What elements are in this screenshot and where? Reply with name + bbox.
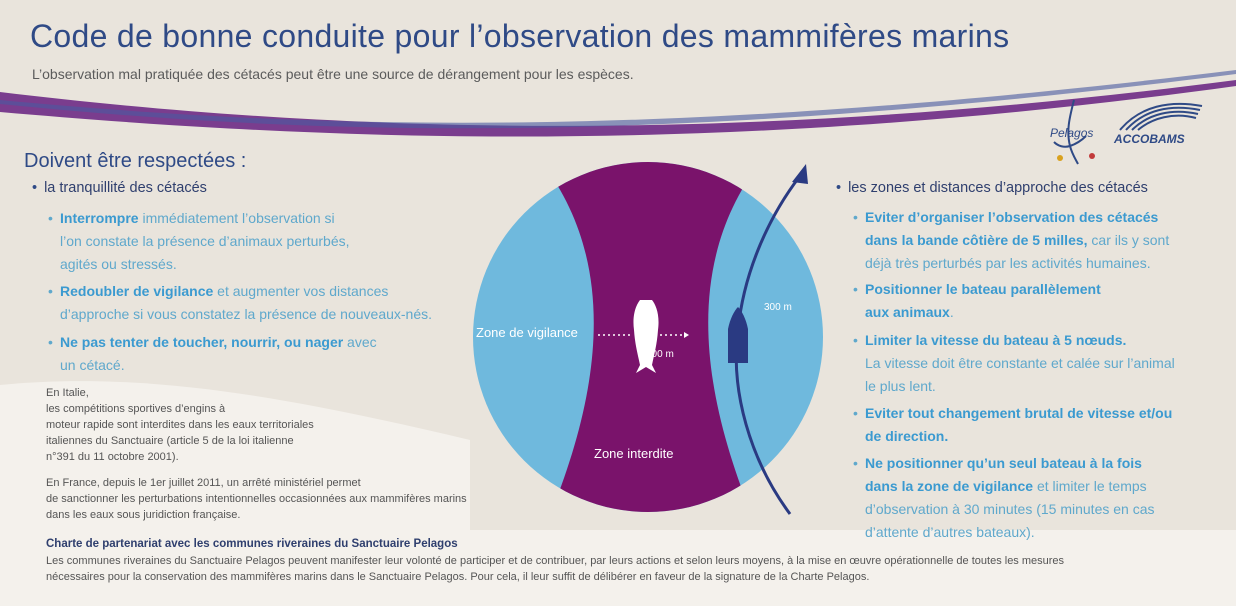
item-text: et augmenter vos distances	[213, 283, 389, 299]
sub-bullet: •	[48, 283, 53, 299]
left-item-2: • Redoubler de vigilance et augmenter vo…	[48, 280, 460, 326]
item-text: car ils y sont	[1087, 232, 1170, 248]
label-zone-vigilance: Zone de vigilance	[476, 325, 578, 340]
note-line: n°391 du 11 octobre 2001).	[46, 451, 179, 463]
charter-text: Les communes riveraines du Sanctuaire Pe…	[46, 555, 1065, 583]
right-item-1: • Eviter d’organiser l’observation des c…	[853, 206, 1225, 275]
note-france: En France, depuis le 1er juillet 2011, u…	[46, 475, 467, 523]
sub-bullet: •	[853, 209, 858, 225]
right-item-3: • Limiter la vitesse du bateau à 5 nœuds…	[853, 329, 1225, 398]
right-item-4: • Eviter tout changement brutal de vites…	[853, 402, 1225, 448]
pelagos-logo-text: Pelagos	[1050, 126, 1094, 140]
item-bold: Ne pas tenter de toucher, nourrir, ou na…	[60, 334, 344, 350]
item-bold: Ne positionner qu’un seul bateau à la fo…	[865, 455, 1142, 471]
sub-bullet: •	[853, 405, 858, 421]
item-bold: dans la zone de vigilance	[865, 478, 1034, 494]
item-bold: de direction.	[865, 428, 949, 444]
note-line: dans les eaux sous juridiction française…	[46, 509, 241, 521]
item-bold: aux animaux	[865, 304, 950, 320]
accobams-logo: ACCOBAMS	[1110, 96, 1210, 146]
sub-bullet: •	[48, 210, 53, 226]
right-bullet-text: les zones et distances d’approche des cé…	[848, 180, 1148, 196]
item-text: avec	[343, 334, 377, 350]
item-text: immédiatement l’observation si	[138, 210, 335, 226]
light-panel-bottom	[0, 530, 1236, 606]
item-text: .	[949, 304, 954, 320]
sub-bullet: •	[853, 332, 858, 348]
sub-bullet: •	[853, 281, 858, 297]
trajectory-arrow	[734, 164, 808, 515]
item-bold: Eviter d’organiser l’observation des cét…	[865, 209, 1159, 225]
left-main-bullet: • la tranquillité des cétacés	[32, 180, 207, 196]
approach-zones-diagram: Zone de vigilance Zone interdite 100 m 3…	[473, 162, 823, 512]
arrowhead-icon	[684, 332, 689, 338]
page-title: Code de bonne conduite pour l’observatio…	[30, 18, 1010, 54]
left-heading: Doivent être respectées :	[24, 150, 247, 172]
item-text: un cétacé.	[60, 357, 125, 373]
item-text: d’approche si vous constatez la présence…	[60, 306, 433, 322]
item-bold: dans la bande côtière de 5 milles,	[865, 232, 1088, 248]
left-item-1: • Interrompre immédiatement l’observatio…	[48, 207, 420, 276]
note-italy: En Italie, les compétitions sportives d’…	[46, 385, 314, 465]
item-bold: Interrompre	[60, 210, 139, 226]
note-line: italiennes du Sanctuaire (article 5 de l…	[46, 435, 294, 447]
page-subtitle: L’observation mal pratiquée des cétacés …	[32, 66, 634, 82]
sub-bullet: •	[48, 334, 53, 350]
item-text: La vitesse doit être constante et calée …	[865, 355, 1175, 371]
item-text: d’observation à 30 minutes (15 minutes e…	[865, 501, 1155, 517]
item-text: le plus lent.	[865, 378, 936, 394]
item-bold: Positionner le bateau parallèlement	[865, 281, 1101, 297]
note-line: les compétitions sportives d’engins à	[46, 403, 226, 415]
item-bold: Eviter tout changement brutal de vitesse…	[865, 405, 1173, 421]
bullet-dot: •	[32, 180, 38, 196]
note-line: moteur rapide sont interdites dans les e…	[46, 419, 314, 431]
note-line: En Italie,	[46, 387, 89, 399]
note-line: de sanctionner les perturbations intenti…	[46, 493, 467, 505]
left-item-3: • Ne pas tenter de toucher, nourrir, ou …	[48, 331, 460, 377]
label-100m: 100 m	[646, 349, 674, 360]
item-bold: Redoubler de vigilance	[60, 283, 214, 299]
left-bullet-text: la tranquillité des cétacés	[44, 180, 207, 196]
bullet-dot: •	[836, 180, 842, 196]
note-line: En France, depuis le 1er juillet 2011, u…	[46, 477, 361, 489]
item-text: l’on constate la présence d’animaux pert…	[60, 233, 350, 249]
item-text: d’attente d’autres bateaux).	[865, 524, 1035, 540]
arrow-tip-icon	[792, 164, 808, 184]
blue-wave	[0, 70, 1236, 129]
item-text: agités ou stressés.	[60, 256, 177, 272]
accobams-waves-icon	[1119, 102, 1203, 131]
item-text: déjà très perturbés par les activités hu…	[865, 255, 1151, 271]
item-bold: Limiter la vitesse du bateau à 5 nœuds.	[865, 332, 1127, 348]
pelagos-logo: Pelagos	[1040, 96, 1110, 171]
whale-icon	[633, 300, 659, 373]
item-text: et limiter le temps	[1033, 478, 1147, 494]
sub-bullet: •	[853, 455, 858, 471]
trajectory-line	[734, 175, 802, 515]
right-main-bullet: • les zones et distances d’approche des c…	[836, 180, 1148, 196]
pelagos-whale-icon	[1053, 99, 1095, 165]
right-item-2: • Positionner le bateau parallèlement au…	[853, 278, 1225, 324]
accobams-logo-text: ACCOBAMS	[1114, 132, 1185, 146]
label-zone-interdite: Zone interdite	[594, 446, 674, 461]
label-300m: 300 m	[764, 302, 792, 313]
right-item-5: • Ne positionner qu’un seul bateau à la …	[853, 452, 1225, 544]
charter-title: Charte de partenariat avec les communes …	[46, 538, 458, 550]
